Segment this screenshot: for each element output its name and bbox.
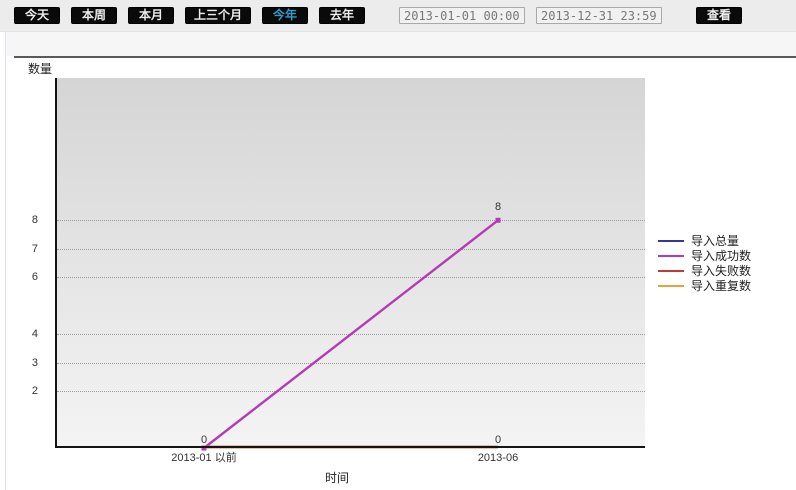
legend-swatch-icon: [658, 239, 684, 242]
x-tick-label-1: 2013-06: [477, 452, 519, 464]
legend-label: 导入重复数: [691, 279, 752, 293]
toolbar-button-last-3-months[interactable]: 上三个月: [185, 7, 251, 24]
gridline-3: [57, 362, 645, 364]
gridline-2: [57, 391, 645, 393]
point-label: 8: [494, 201, 502, 214]
y-tick-label-3: 3: [31, 356, 38, 369]
data-point-marker: [495, 217, 501, 223]
y-tick-label-4: 4: [31, 328, 38, 341]
y-axis-line: [55, 78, 57, 448]
gridline-8: [57, 220, 645, 222]
gridline-7: [57, 248, 645, 250]
plot-area: [57, 78, 645, 448]
start-datetime-input[interactable]: [399, 7, 525, 24]
toolbar-button-this-year[interactable]: 今年: [262, 7, 308, 24]
sub-toolbar-band: [6, 32, 796, 56]
quick-range-buttons: 今天 本周 本月 上三个月 今年 去年: [14, 7, 365, 24]
x-axis-line: [55, 446, 645, 448]
point-label: 0: [494, 434, 502, 446]
chart-legend: 导入总量 导入成功数 导入失败数 导入重复数: [658, 233, 751, 293]
toolbar-button-this-week[interactable]: 本周: [71, 7, 117, 24]
toolbar-button-last-year[interactable]: 去年: [319, 7, 365, 24]
y-tick-label-2: 2: [31, 385, 38, 398]
view-button[interactable]: 查看: [696, 7, 742, 24]
series-lines: [201, 217, 501, 451]
legend-item: 导入重复数: [658, 278, 751, 293]
x-tick-label-0: 2013-01 以前: [171, 452, 237, 464]
gridline-6: [57, 277, 645, 279]
legend-label: 导入成功数: [691, 249, 752, 263]
legend-item: 导入总量: [658, 233, 751, 248]
y-tick-label-6: 6: [31, 271, 38, 284]
legend-swatch-icon: [658, 254, 684, 257]
legend-label: 导入失败数: [691, 264, 752, 278]
page-left-border: [5, 32, 6, 490]
y-axis-title: 数量: [28, 62, 53, 76]
series-line-导入成功数: [203, 219, 499, 449]
legend-swatch-icon: [658, 269, 684, 272]
legend-label: 导入总量: [691, 234, 740, 248]
y-tick-label-8: 8: [31, 214, 38, 227]
chart-panel-top-rule: [14, 56, 796, 58]
y-axis-ticks: 2 3 4 6 7 8: [0, 78, 46, 448]
end-datetime-input[interactable]: [536, 7, 662, 24]
toolbar-button-this-month[interactable]: 本月: [128, 7, 174, 24]
legend-swatch-icon: [658, 284, 684, 287]
legend-item: 导入成功数: [658, 248, 751, 263]
legend-item: 导入失败数: [658, 263, 751, 278]
x-axis-title: 时间: [324, 471, 349, 485]
toolbar-button-today[interactable]: 今天: [14, 7, 60, 24]
y-tick-label-7: 7: [31, 242, 38, 255]
point-label: 0: [200, 434, 208, 446]
